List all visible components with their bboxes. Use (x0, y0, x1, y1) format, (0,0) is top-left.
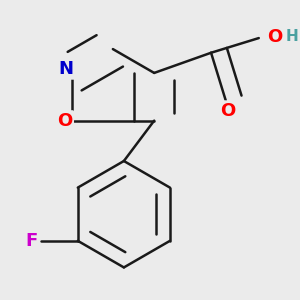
Text: H: H (285, 29, 298, 44)
Text: N: N (58, 60, 74, 78)
Text: F: F (26, 232, 38, 250)
Text: O: O (267, 28, 283, 46)
Text: O: O (220, 102, 235, 120)
Text: O: O (57, 112, 73, 130)
